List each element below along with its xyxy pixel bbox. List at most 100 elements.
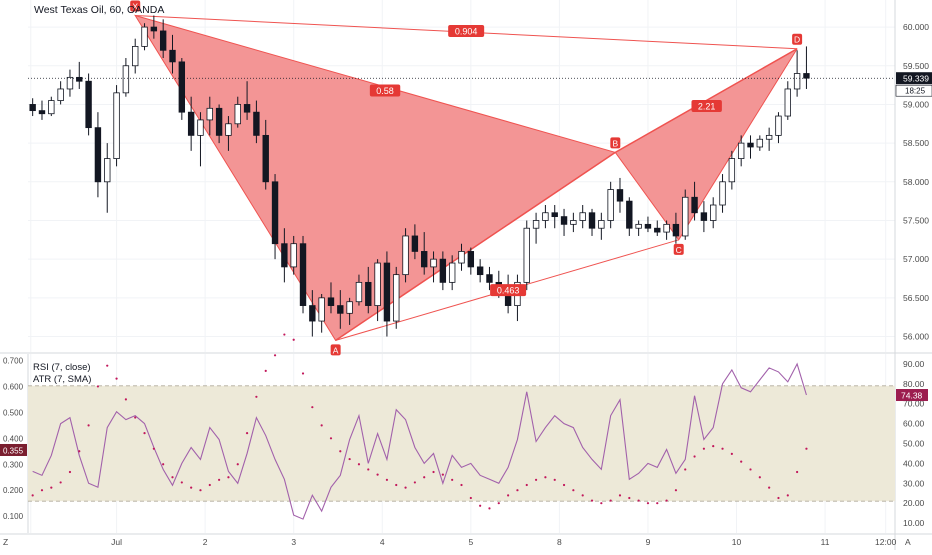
atr-dot: [227, 476, 230, 479]
atr-last-tag: [0, 443, 27, 456]
time-tick-label: Z: [3, 537, 8, 547]
atr-dot: [180, 481, 183, 484]
price-tick-label: 59.000: [903, 99, 929, 109]
candle-body: [542, 212, 549, 221]
atr-dot: [255, 395, 258, 398]
atr-dot: [488, 507, 491, 510]
atr-dot: [572, 489, 575, 492]
atr-tick-label: 0.400: [3, 434, 24, 443]
atr-dot: [87, 424, 90, 427]
atr-dot: [534, 478, 538, 481]
candle-body: [141, 26, 148, 47]
rsi-indicator-label: RSI (7, close): [33, 362, 91, 373]
pattern-point-badge: [673, 243, 684, 255]
pattern-point-x-label: X: [132, 1, 138, 11]
pattern-point-badge: [330, 344, 341, 356]
atr-dot: [768, 486, 771, 489]
atr-dot: [749, 468, 752, 471]
candle-body: [402, 235, 409, 276]
candle-body: [327, 297, 335, 306]
atr-dot: [152, 447, 155, 450]
atr-dot: [171, 476, 174, 479]
candle-body: [225, 123, 232, 136]
candle-body: [197, 119, 204, 136]
atr-dot: [609, 499, 612, 502]
atr-tick-label: 0.500: [3, 408, 24, 417]
atr-indicator-label: ATR (7, SMA): [33, 374, 92, 385]
atr-dot: [628, 496, 631, 500]
time-tick-label: 12:00: [875, 537, 897, 547]
rsi-tick-label: 70.00: [903, 399, 925, 409]
candle-body: [393, 274, 400, 322]
atr-dot: [553, 478, 556, 481]
candle-body: [206, 107, 213, 121]
atr-dot: [124, 398, 127, 401]
candle-body: [159, 30, 167, 51]
candle-body: [346, 301, 353, 314]
pattern-point-badge: [130, 0, 141, 12]
candle-body: [66, 76, 74, 90]
atr-dot: [311, 406, 314, 409]
candle-body: [94, 127, 102, 183]
candle-body: [626, 200, 633, 229]
ratio-badge: [448, 24, 485, 37]
atr-tick-label: 0.700: [3, 356, 24, 365]
atr-dot: [273, 354, 277, 357]
rsi-line: [32, 362, 807, 520]
atr-dot: [581, 494, 584, 497]
atr-dot: [712, 444, 715, 448]
rsi-last-value: 74.38: [901, 391, 923, 401]
candle-body: [187, 111, 195, 136]
atr-dot: [50, 486, 53, 489]
candle-body: [76, 76, 83, 82]
atr-dot: [423, 476, 426, 479]
atr-dot: [385, 478, 389, 481]
candle-body: [169, 49, 176, 63]
pattern-point-d-label: D: [794, 35, 800, 45]
price-tick-label: 57.500: [903, 215, 929, 225]
candle-body: [598, 220, 605, 229]
atr-dot: [134, 416, 137, 419]
atr-dot: [618, 494, 622, 497]
candle-body: [48, 100, 55, 115]
atr-dot: [693, 455, 696, 458]
time-tick-label: 4: [380, 537, 385, 547]
time-tick-label: 9: [646, 537, 651, 547]
atr-dot: [451, 478, 454, 481]
atr-dot: [404, 486, 407, 489]
candle-body: [448, 262, 456, 283]
atr-dot: [497, 502, 500, 505]
time-tick-label: 11: [821, 537, 830, 547]
price-tick-label: 59.500: [903, 61, 929, 71]
candle-body: [178, 61, 186, 113]
candle-body: [421, 251, 428, 268]
atr-dot: [665, 499, 668, 502]
atr-dot: [78, 450, 81, 453]
candle-body: [803, 73, 810, 79]
pattern-point-a-label: A: [333, 345, 339, 355]
pattern-line-ab: [335, 151, 616, 342]
atr-dot: [245, 432, 249, 435]
atr-dot: [301, 372, 305, 375]
atr-dot: [236, 463, 239, 466]
candle-body: [700, 212, 708, 221]
candle-body: [551, 212, 558, 218]
ratio-badge: [490, 284, 527, 297]
atr-last-value: 0.355: [3, 446, 24, 455]
candle-body: [281, 243, 288, 268]
pattern-point-b-label: B: [612, 138, 618, 148]
atr-dot: [684, 468, 687, 471]
candle-body: [672, 223, 680, 237]
candle-body: [523, 227, 530, 283]
price-tick-label: 56.000: [903, 332, 929, 342]
candle-body: [253, 111, 260, 136]
candle-body: [644, 223, 652, 229]
atr-tick-label: 0.100: [3, 512, 24, 521]
candle-body: [793, 73, 801, 90]
candle-body: [560, 216, 568, 225]
candle-body: [337, 305, 344, 314]
candle-body: [262, 134, 269, 183]
atr-dot: [637, 499, 640, 502]
time-tick-label: 5: [468, 537, 473, 547]
